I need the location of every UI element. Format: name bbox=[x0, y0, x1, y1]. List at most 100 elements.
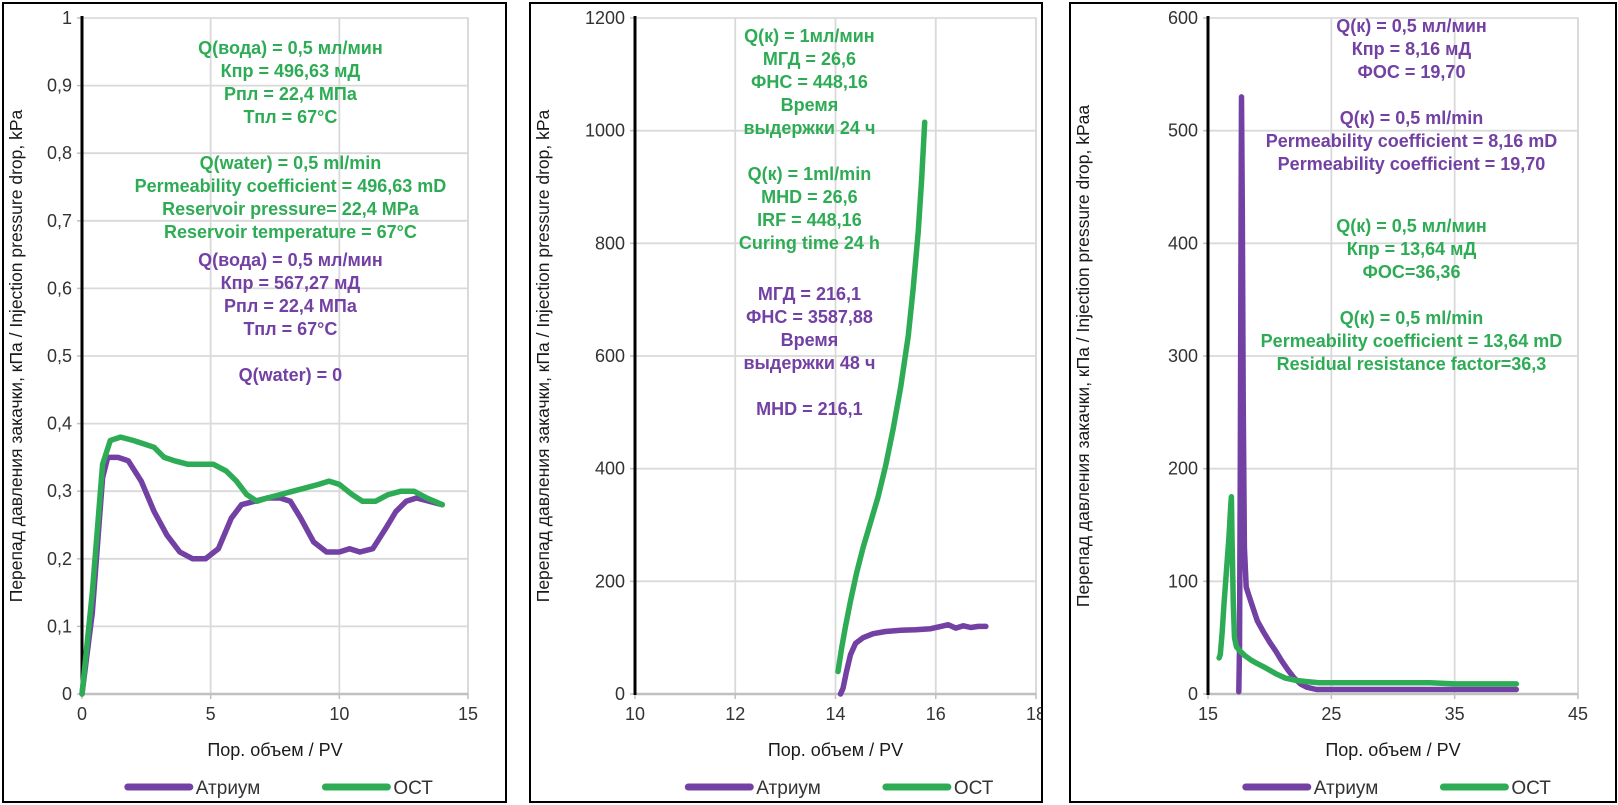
annotation-line: Время bbox=[781, 330, 839, 350]
y-tick-label: 400 bbox=[1168, 233, 1198, 253]
x-tick-label: 10 bbox=[625, 704, 645, 724]
x-tick-label: 35 bbox=[1445, 704, 1465, 724]
y-tick-label: 600 bbox=[1168, 8, 1198, 28]
annotation-line: Кпр = 8,16 мД bbox=[1352, 39, 1472, 59]
annotation-line: Кпр = 13,64 мД bbox=[1347, 239, 1477, 259]
y-tick-label: 0 bbox=[1188, 684, 1198, 704]
annotation-line: Curing time 24 h bbox=[739, 233, 880, 253]
annotation-line: Q(к) = 0,5 мл/мин bbox=[1336, 216, 1487, 236]
x-tick-label: 5 bbox=[206, 704, 216, 724]
legend-atrium-label: Атриум bbox=[1314, 778, 1379, 799]
y-tick-label: 0,3 bbox=[47, 481, 72, 501]
annotation-line: Permeability coefficient = 19,70 bbox=[1278, 154, 1546, 174]
annotation-line: выдержки 48 ч bbox=[743, 353, 875, 373]
y-tick-label: 200 bbox=[595, 571, 625, 591]
x-tick-label: 45 bbox=[1568, 704, 1588, 724]
panel-chart-3: 0 100 200 300 400 500 600 15 25 35 45 Q(к) = 0,5 мл… bbox=[1069, 2, 1617, 803]
y-tick-label: 600 bbox=[595, 346, 625, 366]
series-atrium-line bbox=[837, 621, 989, 697]
annotation-line: Q(к) = 1ml/min bbox=[748, 164, 872, 184]
y-tick-label: 0,4 bbox=[47, 414, 72, 434]
y-tick-label: 0,8 bbox=[47, 143, 72, 163]
y-axis-title: Перепад давления закачки, кПа / Injectio… bbox=[1073, 105, 1093, 607]
x-tick-label: 10 bbox=[329, 704, 349, 724]
annotation-line: Q(water) = 0 bbox=[239, 365, 343, 385]
annotation-line: ФОС = 19,70 bbox=[1358, 62, 1466, 82]
panel-chart-2: 0 200 400 600 800 1000 1200 10 12 14 16 18 Q(к) = 1м… bbox=[529, 2, 1043, 803]
annotation-line: МГД = 26,6 bbox=[763, 49, 856, 69]
annotation-line: Кпр = 496,63 мД bbox=[221, 61, 361, 81]
annotation-line: Кпр = 567,27 мД bbox=[221, 273, 361, 293]
annotation-line: IRF = 448,16 bbox=[757, 210, 862, 230]
annotation-line: Время bbox=[781, 95, 839, 115]
annotation-line: Permeability coefficient = 496,63 mD bbox=[135, 176, 447, 196]
annotation-line: Тпл = 67°С bbox=[244, 107, 338, 127]
annotation-line: MHD = 216,1 bbox=[756, 399, 863, 419]
y-tick-label: 0 bbox=[615, 684, 625, 704]
annotation-line: МГД = 216,1 bbox=[758, 284, 861, 304]
legend-atrium-label: Атриум bbox=[196, 778, 260, 799]
x-axis-title: Пор. объем / PV bbox=[1325, 740, 1460, 760]
legend-item-oct: ОСТ bbox=[321, 778, 433, 799]
annotation-line: Permeability coefficient = 13,64 mD bbox=[1261, 331, 1563, 351]
series-atrium-line bbox=[1236, 94, 1520, 695]
annotation-line: Reservoir temperature = 67°C bbox=[164, 222, 417, 242]
annotation-line: Q(к) = 0,5 ml/min bbox=[1340, 108, 1484, 128]
annotation-line: Q(water) = 0,5 ml/min bbox=[200, 153, 382, 173]
x-axis-title: Пор. объем / PV bbox=[768, 740, 903, 760]
y-axis-title: Перепад давления закачки, кПа / Injectio… bbox=[6, 109, 26, 602]
annotation-line: Q(к) = 0,5 мл/мин bbox=[1336, 16, 1487, 36]
y-tick-label: 1 bbox=[62, 8, 72, 28]
legend-item-atrium: Атриум bbox=[1242, 778, 1379, 799]
y-tick-label: 100 bbox=[1168, 571, 1198, 591]
chart-2-gel-injection: 0 200 400 600 800 1000 1200 10 12 14 16 18 Q(к) = 1м… bbox=[533, 8, 1041, 799]
annotation-line: Q(к) = 0,5 ml/min bbox=[1340, 308, 1484, 328]
y-tick-label: 0,1 bbox=[47, 616, 72, 636]
legend-item-atrium: Атриум bbox=[124, 778, 260, 799]
y-tick-label: 500 bbox=[1168, 121, 1198, 141]
annotation-line: Рпл = 22,4 МПа bbox=[224, 296, 358, 316]
y-tick-label: 800 bbox=[595, 233, 625, 253]
x-tick-label: 14 bbox=[825, 704, 845, 724]
chart-1-water-injection: 00,10,20,30,40,50,60,70,80,910 5 10 15Q(вод… bbox=[6, 8, 478, 799]
y-tick-label: 0 bbox=[62, 684, 72, 704]
annotation-line: Q(к) = 1мл/мин bbox=[744, 26, 875, 46]
annotation-line: ФОС=36,36 bbox=[1363, 262, 1461, 282]
x-tick-label: 15 bbox=[1198, 704, 1218, 724]
y-tick-label: 200 bbox=[1168, 459, 1198, 479]
x-tick-label: 0 bbox=[77, 704, 87, 724]
y-tick-label: 0,9 bbox=[47, 76, 72, 96]
annotation-line: Рпл = 22,4 МПа bbox=[224, 84, 358, 104]
y-axis-title: Перепад давления закачки, кПа / Injectio… bbox=[533, 109, 553, 602]
y-tick-label: 400 bbox=[595, 459, 625, 479]
y-tick-label: 1000 bbox=[585, 121, 625, 141]
chart-3-post-flush: 0 100 200 300 400 500 600 15 25 35 45 Q(к) = 0,5 мл… bbox=[1073, 8, 1588, 799]
legend-oct-label: ОСТ bbox=[954, 778, 994, 799]
annotation-line: Q(вода) = 0,5 мл/мин bbox=[198, 250, 383, 270]
y-tick-label: 1200 bbox=[585, 8, 625, 28]
annotation-line: Residual resistance factor=36,3 bbox=[1277, 354, 1547, 374]
x-tick-label: 25 bbox=[1321, 704, 1341, 724]
annotation-line: Reservoir pressure= 22,4 MPa bbox=[162, 199, 420, 219]
legend-item-atrium: Атриум bbox=[684, 778, 821, 799]
series-oct-line bbox=[835, 119, 928, 675]
legend-item-oct: ОСТ bbox=[882, 778, 994, 799]
legend-item-oct: ОСТ bbox=[1439, 778, 1551, 799]
y-tick-label: 300 bbox=[1168, 346, 1198, 366]
x-tick-label: 18 bbox=[1026, 704, 1041, 724]
panel-chart-1: 0 0,1 0,2 0,3 0,4 0,5 0,6 0,7 0,8 0,9 1 0 5 10 15 Q(вод… bbox=[2, 2, 507, 803]
annotation-line: MHD = 26,6 bbox=[761, 187, 858, 207]
legend-oct-label: ОСТ bbox=[1511, 778, 1551, 799]
x-axis-title: Пор. объем / PV bbox=[207, 740, 342, 760]
x-tick-label: 16 bbox=[926, 704, 946, 724]
y-tick-label: 0,7 bbox=[47, 211, 72, 231]
y-tick-label: 0,2 bbox=[47, 549, 72, 569]
x-tick-label: 12 bbox=[725, 704, 745, 724]
series-oct-line bbox=[79, 434, 446, 697]
legend-oct-label: ОСТ bbox=[393, 778, 433, 799]
annotation-line: ФНС = 3587,88 bbox=[746, 307, 873, 327]
annotation-line: Permeability coefficient = 8,16 mD bbox=[1266, 131, 1558, 151]
annotation-line: Тпл = 67°С bbox=[244, 319, 338, 339]
annotation-line: Q(вода) = 0,5 мл/мин bbox=[198, 38, 383, 58]
